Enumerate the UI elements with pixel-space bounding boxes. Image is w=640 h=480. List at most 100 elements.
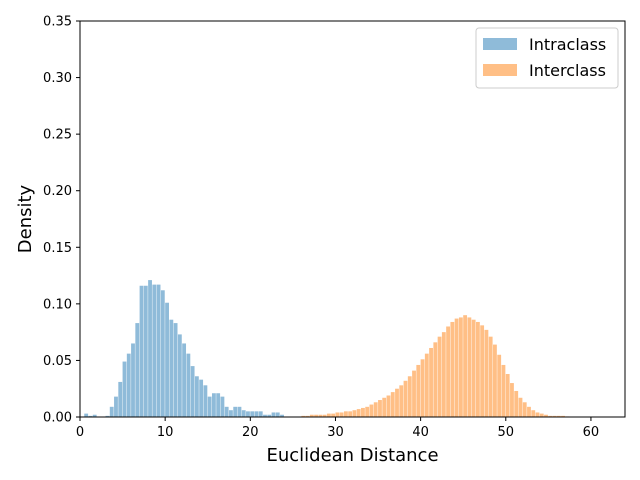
interclass-bar	[343, 411, 348, 417]
interclass-bar	[399, 385, 404, 417]
intraclass-bar	[148, 280, 152, 417]
intraclass-bar	[105, 415, 110, 417]
legend-swatch-intraclass	[483, 38, 517, 50]
interclass-bar	[395, 388, 399, 417]
interclass-bar	[331, 413, 336, 417]
intraclass-bar	[220, 396, 225, 417]
intraclass-bar	[143, 285, 148, 417]
interclass-bar	[441, 332, 446, 417]
intraclass-bar	[173, 323, 178, 417]
interclass-bar	[493, 344, 497, 417]
x-tick-label: 20	[242, 425, 259, 440]
y-tick-label: 0.25	[43, 128, 72, 143]
x-tick-label: 50	[498, 425, 515, 440]
interclass-bar	[403, 380, 408, 417]
intraclass-bar	[169, 319, 174, 417]
intraclass-bar	[92, 414, 97, 417]
y-axis-label: Density	[15, 184, 36, 253]
intraclass-bar	[135, 323, 140, 417]
plot-area-frame	[79, 20, 626, 418]
interclass-bar	[369, 404, 374, 417]
intraclass-bar	[114, 396, 118, 417]
x-tick-label: 40	[412, 425, 429, 440]
interclass-bar	[556, 415, 561, 417]
legend: Intraclass Interclass	[475, 27, 619, 89]
interclass-bar	[382, 397, 387, 417]
interclass-bar	[514, 390, 519, 417]
interclass-bar	[454, 318, 459, 417]
intraclass-bar	[126, 353, 131, 417]
interclass-bar	[501, 364, 506, 417]
interclass-bar	[429, 347, 433, 417]
interclass-bar	[450, 321, 455, 417]
x-axis-ticks: 0 10 20 30 40 50 60	[76, 417, 599, 440]
interclass-bar	[309, 414, 314, 417]
intraclass-bar	[237, 406, 242, 417]
intraclass-bar	[233, 406, 238, 417]
x-axis-label: Euclidean Distance	[266, 445, 438, 466]
interclass-bar	[326, 413, 331, 417]
interclass-bar	[446, 326, 450, 417]
interclass-bar	[522, 402, 527, 417]
intraclass-bar	[263, 414, 267, 417]
intraclass-bar	[271, 412, 276, 417]
legend-label-intraclass: Intraclass	[529, 35, 606, 54]
interclass-bar	[510, 383, 514, 417]
interclass-bar	[318, 414, 323, 417]
y-tick-label: 0.10	[43, 297, 72, 312]
y-tick-label: 0.05	[43, 354, 72, 369]
intraclass-bar	[122, 361, 127, 417]
interclass-bar	[412, 370, 416, 417]
intraclass-bar	[258, 411, 263, 417]
interclass-bar	[518, 397, 523, 417]
interclass-bar	[390, 392, 395, 417]
intraclass-bar	[207, 396, 212, 417]
x-tick-label: 60	[583, 425, 600, 440]
y-axis-ticks: 0.00 0.05 0.10 0.15 0.20 0.25 0.30 0.35	[43, 15, 80, 426]
intraclass-bar	[199, 379, 204, 417]
interclass-bar	[535, 412, 540, 417]
interclass-bar	[386, 395, 391, 417]
interclass-bar	[471, 319, 476, 417]
interclass-bar	[335, 412, 340, 417]
interclass-bar	[480, 325, 485, 417]
interclass-bar	[322, 414, 327, 417]
intraclass-bar	[131, 343, 135, 417]
interclass-bar	[365, 406, 370, 417]
intraclass-bar	[267, 414, 272, 417]
intraclass-bar	[88, 415, 93, 417]
intraclass-bar	[160, 290, 165, 417]
intraclass-bars	[84, 280, 284, 417]
y-tick-label: 0.20	[43, 184, 72, 199]
y-tick-label: 0.35	[43, 15, 72, 30]
y-tick-label: 0.30	[43, 71, 72, 86]
interclass-bar	[361, 407, 365, 417]
interclass-bar	[416, 364, 421, 417]
interclass-bar	[467, 317, 472, 417]
interclass-bar	[437, 336, 442, 417]
interclass-bar	[352, 410, 357, 417]
intraclass-bar	[186, 353, 191, 417]
intraclass-bar	[109, 406, 114, 417]
intraclass-bar	[194, 376, 199, 417]
x-tick-label: 0	[76, 425, 84, 440]
interclass-bar	[433, 342, 438, 417]
intraclass-bar	[216, 393, 221, 417]
intraclass-bar	[203, 385, 208, 417]
intraclass-bar	[190, 366, 195, 417]
intraclass-bar	[177, 334, 182, 417]
legend-label-interclass: Interclass	[529, 61, 606, 80]
intraclass-bar	[152, 284, 157, 417]
interclass-bar	[339, 412, 344, 417]
interclass-bar	[527, 406, 531, 417]
x-tick-label: 10	[157, 425, 174, 440]
interclass-bars	[301, 315, 574, 417]
interclass-bar	[314, 414, 319, 417]
intraclass-bar	[165, 302, 169, 417]
x-tick-label: 30	[327, 425, 344, 440]
interclass-bar	[424, 353, 429, 417]
interclass-bar	[458, 317, 463, 417]
intraclass-bar	[224, 406, 229, 417]
intraclass-bar	[250, 411, 255, 417]
